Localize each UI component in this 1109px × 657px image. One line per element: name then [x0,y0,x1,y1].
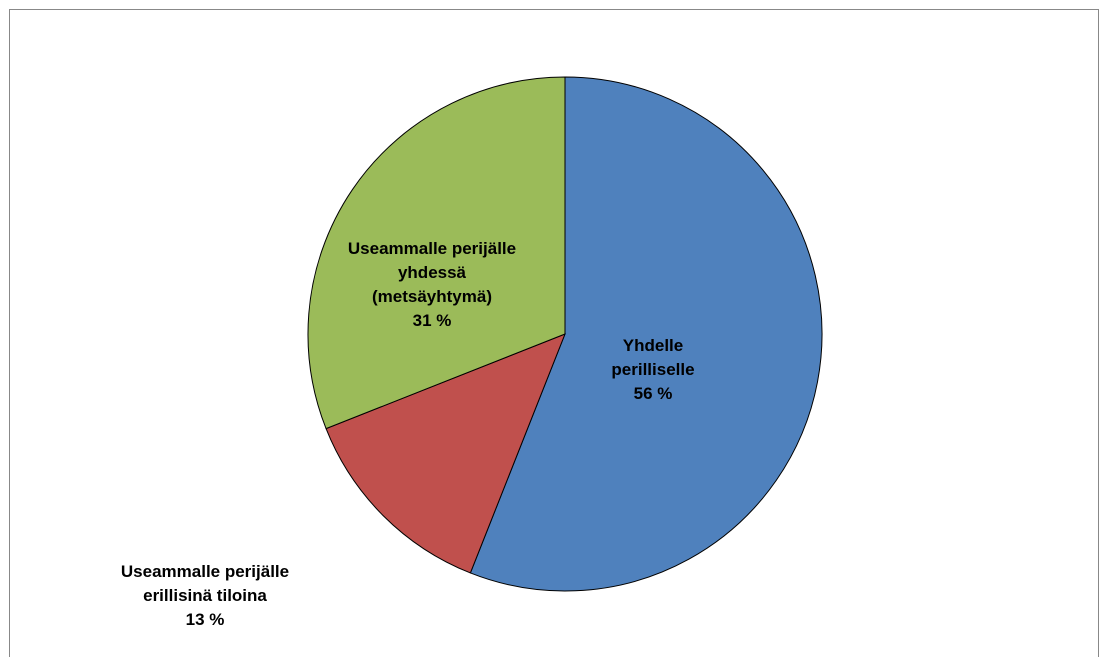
pie-slice [325,333,566,574]
slice-label: Useammalle perijälle yhdessä (metsäyhtym… [342,237,522,333]
pie-slice [469,76,823,592]
slice-label: Yhdelle perilliselle 56 % [588,334,718,406]
value-label: 13 % [185,610,225,629]
slice-label: Useammalle perijälle erillisinä tiloina 1… [100,560,310,632]
pie-slice [307,76,566,430]
category-label: Useammalle perijälle yhdessä (metsäyhtym… [347,239,517,306]
value-label: 56 % [633,384,673,403]
value-label: 31 % [412,311,452,330]
category-label: Yhdelle perilliselle [611,336,695,379]
chart-frame [9,9,1099,657]
category-label: Useammalle perijälle erillisinä tiloina [120,562,290,605]
